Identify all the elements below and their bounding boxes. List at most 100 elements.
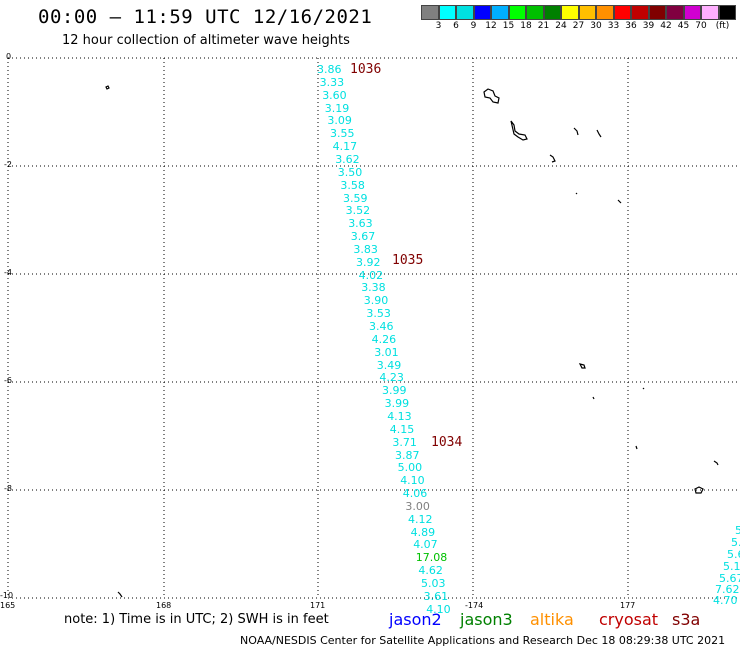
swh-value: 3.33: [319, 75, 345, 89]
color-legend: [421, 5, 736, 20]
lat-label: -8: [4, 484, 12, 493]
legend-label: (ft): [715, 21, 730, 31]
legend-swatch: [701, 5, 719, 20]
legend-swatch: [666, 5, 684, 20]
lat-label: -2: [4, 160, 12, 169]
swh-value: 3.01: [374, 345, 399, 359]
legend-swatch: [631, 5, 649, 20]
legend-swatch: [456, 5, 474, 20]
legend-swatch: [561, 5, 579, 20]
lat-label: -6: [4, 376, 12, 385]
lon-label: 165: [0, 601, 16, 610]
swh-value: 4.62: [418, 564, 443, 578]
island: [596, 129, 602, 138]
swh-value: 3.00: [405, 499, 430, 513]
swh-value: 3.87: [395, 448, 420, 462]
lon-label: 177: [620, 601, 636, 610]
swh-value: 5.6: [727, 548, 740, 561]
satellite-label-s3a: s3a: [672, 610, 701, 629]
swh-value: 4.13: [387, 409, 412, 423]
color-legend-labels: 3 6 9 12 15 18 21 24 27 30 33 36 39 42 45 70 (ft): [421, 21, 740, 33]
swh-value: 3.83: [353, 242, 378, 256]
swh-value: 3.58: [340, 178, 365, 192]
satellite-label-jason3: jason3: [460, 610, 513, 629]
swh-value: 4.06: [402, 487, 428, 501]
swh-value: 4.10: [400, 474, 425, 488]
legend-label: 6: [453, 21, 459, 31]
swh-value: 3.55: [330, 127, 355, 141]
island: [549, 154, 556, 163]
swh-value: 5.03: [421, 577, 446, 590]
swh-value: 4.02: [358, 268, 384, 282]
legend-swatch: [491, 5, 509, 20]
swh-value: 3.53: [366, 307, 391, 321]
swh-value: 3.92: [356, 255, 381, 269]
pass-number: 1036: [350, 62, 382, 77]
swh-value: 3.99: [384, 397, 410, 411]
swh-value: 3.49: [376, 358, 402, 372]
island: [635, 445, 638, 450]
satellite-label-altika: altika: [530, 610, 574, 629]
legend-label: 33: [607, 21, 620, 31]
legend-label: 42: [660, 21, 672, 31]
legend-swatch: [473, 5, 491, 20]
swh-value: 4.12: [408, 512, 433, 526]
swh-value: 3.86: [317, 63, 342, 76]
island: [483, 88, 500, 104]
legend-label: 24: [555, 21, 567, 31]
swh-value: 3.63: [348, 217, 373, 231]
swh-value: 5.: [731, 536, 740, 549]
legend-swatch: [438, 5, 456, 20]
swh-value: 3.50: [337, 165, 363, 179]
swh-value: 4.26: [371, 332, 397, 346]
island-outlines: [105, 85, 719, 598]
swh-value: 3.09: [327, 114, 352, 128]
swh-value: 3.59: [343, 191, 368, 205]
legend-label: 27: [572, 21, 585, 31]
island: [117, 591, 123, 598]
legend-label: 45: [677, 21, 690, 31]
swh-value: 3.71: [392, 435, 417, 449]
island: [510, 120, 528, 141]
swh-value: 5.00: [397, 461, 423, 475]
island: [617, 199, 622, 204]
island: [592, 396, 595, 400]
legend-label: 15: [502, 21, 515, 31]
swh-value: 3.90: [363, 294, 389, 308]
island: [105, 85, 110, 90]
swh-value: 4.17: [332, 140, 358, 154]
legend-swatch: [613, 5, 631, 20]
legend-label: 21: [537, 21, 550, 31]
swh-value: 4.10: [426, 602, 451, 616]
satellite-label-cryosat: cryosat: [599, 610, 659, 629]
legend-swatch: [421, 5, 439, 20]
swh-value: 3.67: [350, 230, 376, 244]
swh-value: 5.1: [723, 560, 740, 573]
island: [642, 387, 645, 390]
legend-swatch: [648, 5, 666, 20]
lat-label: -10: [0, 591, 14, 600]
swh-value: 3.52: [345, 204, 371, 218]
legend-swatch: [526, 5, 544, 20]
swh-value: 4.23: [379, 371, 404, 385]
page-subtitle: 12 hour collection of altimeter wave hei…: [62, 33, 350, 48]
satellite-label-jason2: jason2: [389, 610, 442, 629]
footer-credit: NOAA/NESDIS Center for Satellite Applica…: [240, 634, 726, 647]
legend-label: 39: [642, 21, 655, 31]
legend-swatch: [683, 5, 701, 20]
pass-number: 1034: [431, 435, 463, 450]
lat-label: 0: [6, 52, 12, 61]
swh-value: 3.38: [361, 281, 386, 295]
legend-swatch: [508, 5, 526, 20]
pass-number: 1035: [392, 253, 424, 268]
legend-label: 18: [520, 21, 532, 31]
swh-value: 3.99: [382, 384, 407, 398]
island: [578, 363, 586, 369]
island: [575, 192, 578, 195]
swh-value: 4.89: [410, 525, 436, 539]
island: [713, 460, 719, 466]
legend-label: 36: [625, 21, 637, 31]
lat-label: -4: [4, 268, 12, 277]
swh-value: 5: [735, 524, 740, 537]
